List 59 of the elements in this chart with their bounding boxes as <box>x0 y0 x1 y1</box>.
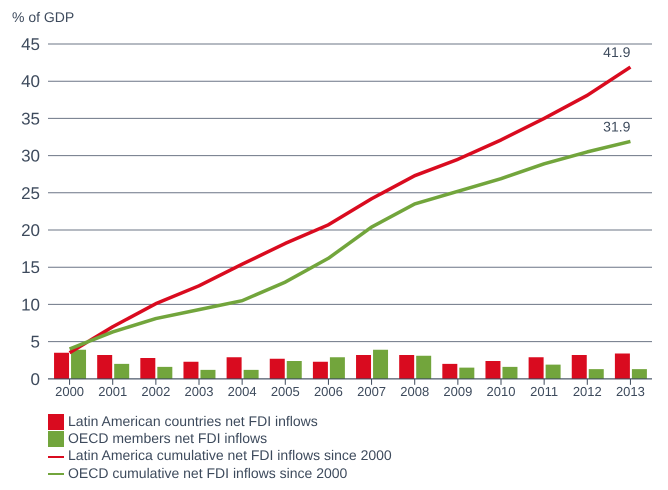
bar <box>312 362 328 379</box>
bar <box>270 358 285 379</box>
y-axis-title: % of GDP <box>12 9 74 25</box>
bar <box>356 355 372 379</box>
y-tick-label: 0 <box>30 370 40 389</box>
x-tick-label: 2011 <box>530 384 558 400</box>
y-tick-label: 5 <box>30 332 40 352</box>
x-tick-label: 2006 <box>314 384 343 400</box>
x-tick-label: 2001 <box>98 384 128 400</box>
bar <box>226 357 242 379</box>
x-tick-label: 2004 <box>228 384 257 400</box>
y-tick-label: 35 <box>21 109 40 128</box>
x-tick-label: 2007 <box>357 384 386 400</box>
x-tick-label: 2010 <box>486 384 516 400</box>
bar <box>632 369 647 379</box>
legend-label: OECD cumulative net FDI inflows since 2000 <box>68 464 348 481</box>
bar <box>157 366 172 379</box>
x-tick-label: 2002 <box>141 384 170 400</box>
x-tick-label: 2000 <box>55 384 84 400</box>
bar <box>373 350 388 379</box>
bar <box>71 350 86 379</box>
x-tick-label: 2012 <box>572 384 602 400</box>
bar <box>442 364 458 379</box>
bar <box>416 356 432 379</box>
x-tick-label: 2003 <box>184 384 214 400</box>
y-tick-label: 40 <box>21 72 40 92</box>
bar <box>459 368 474 379</box>
x-tick-label: 2005 <box>270 384 300 400</box>
bar <box>286 360 302 379</box>
data-label: 31.9 <box>603 118 631 134</box>
legend-label: OECD members net FDI inflows <box>68 430 268 446</box>
bar <box>546 364 561 379</box>
x-tick-label: 2008 <box>400 384 430 400</box>
bar <box>330 357 345 379</box>
bar <box>572 355 587 379</box>
bar <box>614 354 630 379</box>
bar <box>200 370 216 379</box>
y-tick-label: 15 <box>21 258 40 278</box>
bar <box>244 370 259 379</box>
y-tick-label: 25 <box>21 184 40 203</box>
y-tick-label: 45 <box>21 35 40 54</box>
bar <box>97 355 112 379</box>
bar <box>399 355 414 379</box>
x-tick-label: 2013 <box>616 384 645 400</box>
y-tick-label: 10 <box>21 295 40 314</box>
bar <box>528 357 544 379</box>
data-label: 41.9 <box>603 44 631 60</box>
legend-label: Latin American countries net FDI inflows <box>68 412 318 429</box>
x-tick-label: 2009 <box>443 384 472 400</box>
bar <box>114 364 130 379</box>
bar <box>502 366 518 379</box>
bar <box>183 362 198 379</box>
y-tick-label: 20 <box>21 221 40 240</box>
bar <box>588 369 604 379</box>
y-tick-label: 30 <box>21 146 40 166</box>
line-series <box>68 140 632 351</box>
bar <box>485 360 500 379</box>
legend-label: Latin America cumulative net FDI inflows since 2000 <box>68 447 392 464</box>
bar <box>140 358 156 379</box>
